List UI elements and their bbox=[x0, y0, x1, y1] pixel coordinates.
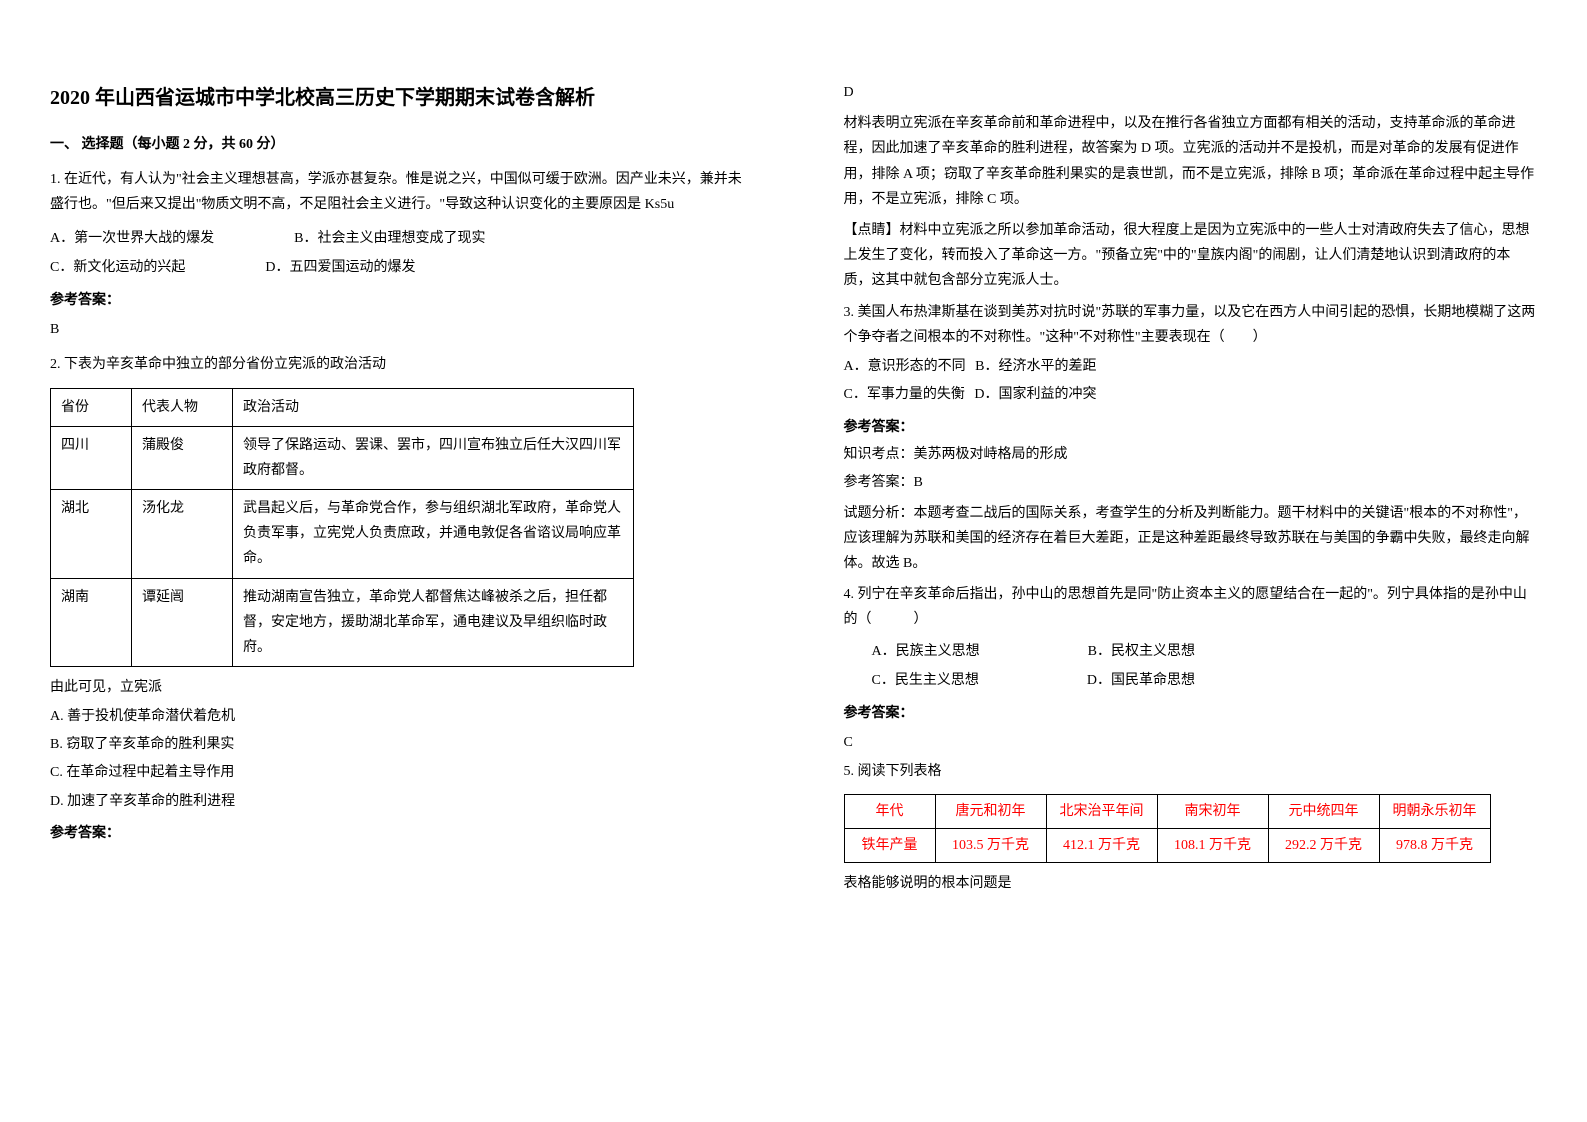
q4-option-a: A．民族主义思想 bbox=[844, 639, 980, 664]
q2-explanation-1: 材料表明立宪派在辛亥革命前和革命进程中，以及在推行各省独立方面都有相关的活动，支… bbox=[844, 111, 1538, 212]
q1-answer-label: 参考答案： bbox=[50, 288, 744, 313]
q2-option-d: D. 加速了辛亥革命的胜利进程 bbox=[50, 791, 744, 813]
document-title: 2020 年山西省运城市中学北校高三历史下学期期末试卷含解析 bbox=[50, 80, 744, 116]
q2-th-3: 政治活动 bbox=[233, 388, 634, 426]
q3-ans-text-1: 知识考点：美苏两极对峙格局的形成 bbox=[844, 444, 1538, 466]
q2-option-b: B. 窃取了辛亥革命的胜利果实 bbox=[50, 734, 744, 756]
q5-th-4: 南宋初年 bbox=[1157, 794, 1268, 828]
q5-r2-c1: 铁年产量 bbox=[844, 828, 935, 862]
q2-after: 由此可见，立宪派 bbox=[50, 677, 744, 699]
q2-option-a: A. 善于投机使革命潜伏着危机 bbox=[50, 706, 744, 728]
q2-option-c: C. 在革命过程中起着主导作用 bbox=[50, 762, 744, 784]
q5-th-1: 年代 bbox=[844, 794, 935, 828]
q1-option-d: D．五四爱国运动的爆发 bbox=[265, 255, 415, 280]
q3-option-a: A．意识形态的不同 bbox=[844, 359, 966, 374]
q2-r3-c1: 湖南 bbox=[51, 578, 132, 667]
section-header: 一、 选择题（每小题 2 分，共 60 分） bbox=[50, 132, 744, 157]
q5-r2-c3: 412.1 万千克 bbox=[1046, 828, 1157, 862]
q3-option-b: B．经济水平的差距 bbox=[975, 359, 1096, 374]
q5-th-6: 明朝永乐初年 bbox=[1379, 794, 1490, 828]
q4-option-b: B．民权主义思想 bbox=[1060, 639, 1195, 664]
q2-r3-c3: 推动湖南宣告独立，革命党人都督焦达峰被杀之后，担任都督，安定地方，援助湖北革命军… bbox=[233, 578, 634, 667]
q2-explanation-2: 【点睛】材料中立宪派之所以参加革命活动，很大程度上是因为立宪派中的一些人士对清政… bbox=[844, 218, 1538, 294]
q3-option-c: C．军事力量的失衡 bbox=[844, 387, 965, 402]
q5-r2-c4: 108.1 万千克 bbox=[1157, 828, 1268, 862]
question-4-text: 4. 列宁在辛亥革命后指出，孙中山的思想首先是同"防止资本主义的愿望结合在一起的… bbox=[844, 582, 1538, 632]
q2-answer-value: D bbox=[844, 80, 1538, 105]
q1-option-a: A．第一次世界大战的爆发 bbox=[50, 226, 214, 251]
q1-answer-value: B bbox=[50, 317, 744, 342]
q4-answer-label: 参考答案： bbox=[844, 701, 1538, 726]
q3-ans-text-2: 参考答案：B bbox=[844, 472, 1538, 494]
q2-r2-c1: 湖北 bbox=[51, 490, 132, 579]
q2-th-1: 省份 bbox=[51, 388, 132, 426]
q2-r1-c3: 领导了保路运动、罢课、罢市，四川宣布独立后任大汉四川军政府都督。 bbox=[233, 426, 634, 489]
q2-th-2: 代表人物 bbox=[132, 388, 233, 426]
q4-answer-value: C bbox=[844, 730, 1538, 755]
question-1-text: 1. 在近代，有人认为"社会主义理想甚高，学派亦甚复杂。惟是说之兴，中国似可缓于… bbox=[50, 167, 744, 217]
q5-th-3: 北宋治平年间 bbox=[1046, 794, 1157, 828]
q1-option-b: B．社会主义由理想变成了现实 bbox=[294, 226, 485, 251]
q4-option-c: C．民生主义思想 bbox=[844, 668, 979, 693]
q2-r1-c2: 蒲殿俊 bbox=[132, 426, 233, 489]
q5-after: 表格能够说明的根本问题是 bbox=[844, 873, 1538, 895]
question-5-table: 年代 唐元和初年 北宋治平年间 南宋初年 元中统四年 明朝永乐初年 铁年产量 1… bbox=[844, 794, 1491, 863]
q2-r1-c1: 四川 bbox=[51, 426, 132, 489]
question-1-options: A．第一次世界大战的爆发 B．社会主义由理想变成了现实 C．新文化运动的兴起 D… bbox=[50, 226, 744, 280]
q2-answer-label: 参考答案： bbox=[50, 821, 744, 846]
q2-r2-c2: 汤化龙 bbox=[132, 490, 233, 579]
page-right: D 材料表明立宪派在辛亥革命前和革命进程中，以及在推行各省独立方面都有相关的活动… bbox=[794, 0, 1587, 1122]
q5-r2-c6: 978.8 万千克 bbox=[1379, 828, 1490, 862]
q3-ans-text-3: 试题分析：本题考查二战后的国际关系，考查学生的分析及判断能力。题干材料中的关键语… bbox=[844, 501, 1538, 577]
q5-th-2: 唐元和初年 bbox=[935, 794, 1046, 828]
q3-option-d: D．国家利益的冲突 bbox=[974, 387, 1096, 402]
q2-r2-c3: 武昌起义后，与革命党合作，参与组织湖北军政府，革命党人负责军事，立宪党人负责庶政… bbox=[233, 490, 634, 579]
q4-option-d: D．国民革命思想 bbox=[1059, 668, 1195, 693]
question-2-table: 省份 代表人物 政治活动 四川 蒲殿俊 领导了保路运动、罢课、罢市，四川宣布独立… bbox=[50, 388, 634, 668]
question-3-text: 3. 美国人布热津斯基在谈到美苏对抗时说"苏联的军事力量，以及它在西方人中间引起… bbox=[844, 300, 1538, 350]
q2-r3-c2: 谭延闿 bbox=[132, 578, 233, 667]
q3-answer-label: 参考答案： bbox=[844, 415, 1538, 440]
question-2-text: 2. 下表为辛亥革命中独立的部分省份立宪派的政治活动 bbox=[50, 352, 744, 377]
q5-th-5: 元中统四年 bbox=[1268, 794, 1379, 828]
question-5-text: 5. 阅读下列表格 bbox=[844, 761, 1538, 783]
page-left: 2020 年山西省运城市中学北校高三历史下学期期末试卷含解析 一、 选择题（每小… bbox=[0, 0, 794, 1122]
q5-r2-c2: 103.5 万千克 bbox=[935, 828, 1046, 862]
q5-r2-c5: 292.2 万千克 bbox=[1268, 828, 1379, 862]
q1-option-c: C．新文化运动的兴起 bbox=[50, 255, 185, 280]
